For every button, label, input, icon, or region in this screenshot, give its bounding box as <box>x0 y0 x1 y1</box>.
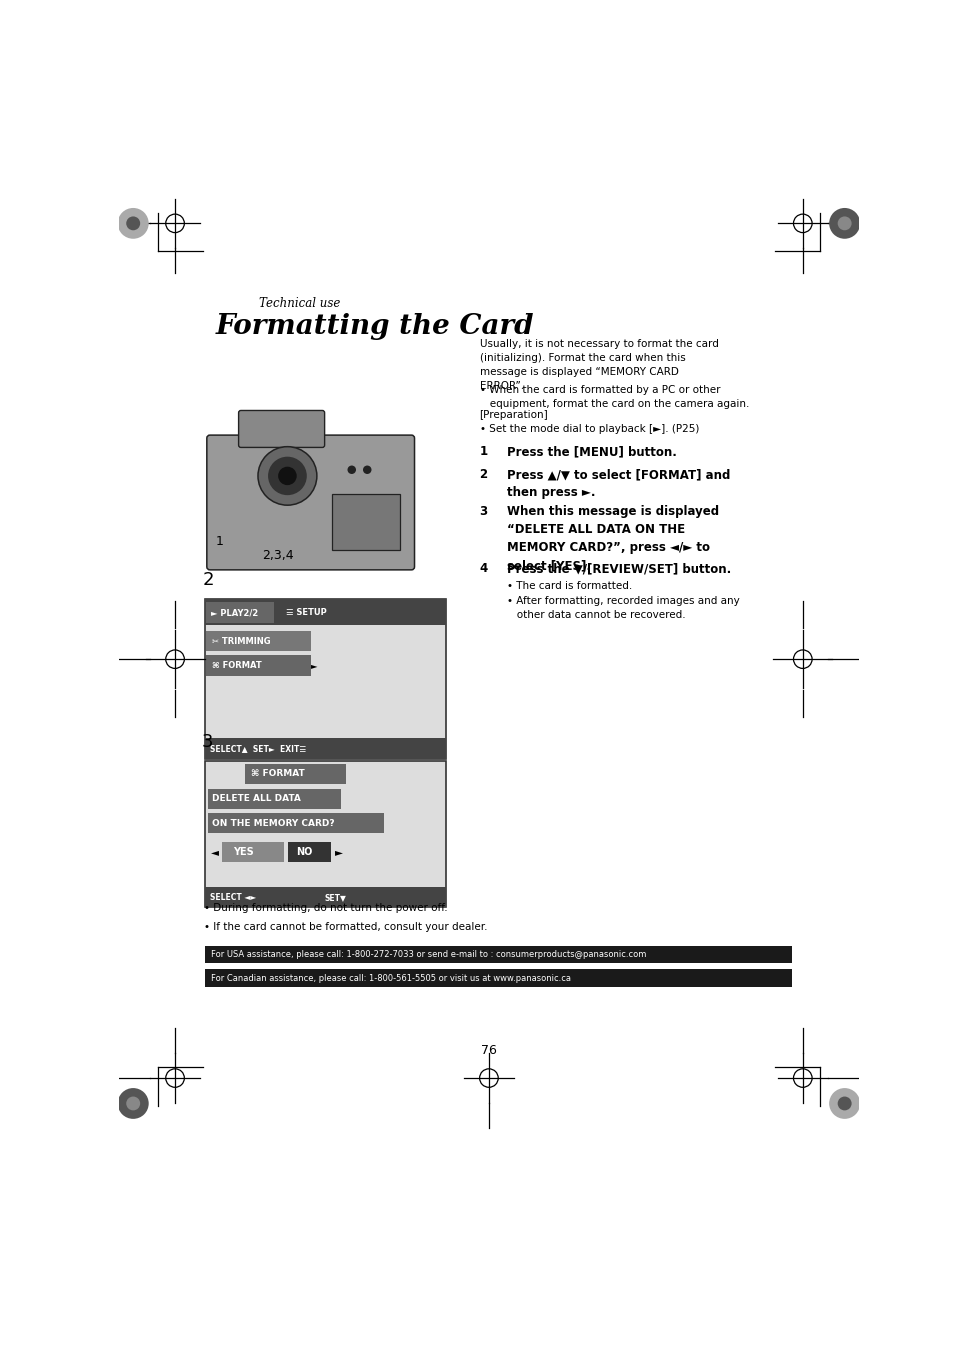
Circle shape <box>278 466 296 485</box>
Text: Press ▲/▼ to select [FORMAT] and
then press ►.: Press ▲/▼ to select [FORMAT] and then pr… <box>506 468 729 499</box>
Bar <box>204 760 446 907</box>
Circle shape <box>126 1096 140 1111</box>
Bar <box>204 945 791 964</box>
Text: • After formatting, recorded images and any
   other data cannot be recovered.: • After formatting, recorded images and … <box>506 596 739 620</box>
Circle shape <box>268 457 307 495</box>
Circle shape <box>828 208 860 239</box>
Text: NO: NO <box>295 848 312 857</box>
Text: Press the [MENU] button.: Press the [MENU] button. <box>506 445 676 458</box>
Bar <box>204 599 446 759</box>
Bar <box>288 842 331 863</box>
Text: 3: 3 <box>202 733 213 751</box>
Text: ►: ► <box>311 662 317 670</box>
Text: ☰ SETUP: ☰ SETUP <box>286 608 326 617</box>
Text: Technical use: Technical use <box>258 298 340 310</box>
Text: ►: ► <box>335 847 342 857</box>
Bar <box>204 887 446 907</box>
Bar <box>206 603 274 623</box>
Bar <box>208 789 340 809</box>
Circle shape <box>828 1088 860 1119</box>
Text: 1: 1 <box>479 445 487 458</box>
Text: Usually, it is not necessary to format the card
(initializing). Format the card : Usually, it is not necessary to format t… <box>479 338 718 391</box>
Text: 1: 1 <box>215 535 223 549</box>
Text: ⌘ FORMAT: ⌘ FORMAT <box>251 770 304 778</box>
Text: For Canadian assistance, please call: 1-800-561-5505 or visit us at www.panasoni: For Canadian assistance, please call: 1-… <box>211 973 570 983</box>
Bar <box>208 813 384 833</box>
Text: [Preparation]: [Preparation] <box>479 410 548 419</box>
Text: 4: 4 <box>479 562 487 576</box>
Text: 2: 2 <box>479 468 487 481</box>
Circle shape <box>837 217 851 231</box>
Bar <box>221 842 283 863</box>
Text: 3: 3 <box>479 506 487 518</box>
Circle shape <box>257 446 316 506</box>
Bar <box>332 495 399 550</box>
Circle shape <box>117 208 149 239</box>
Text: • If the card cannot be formatted, consult your dealer.: • If the card cannot be formatted, consu… <box>204 922 488 931</box>
Circle shape <box>126 217 140 231</box>
FancyBboxPatch shape <box>238 411 324 448</box>
Bar <box>204 969 791 987</box>
Bar <box>204 739 446 759</box>
Text: ✂ TRIMMING: ✂ TRIMMING <box>212 636 271 646</box>
Bar <box>245 764 345 785</box>
Text: ON THE MEMORY CARD?: ON THE MEMORY CARD? <box>212 818 335 828</box>
Text: SET▼: SET▼ <box>324 892 346 902</box>
Text: • During formatting, do not turn the power off.: • During formatting, do not turn the pow… <box>204 903 448 914</box>
Text: Press the ▼/[REVIEW/SET] button.: Press the ▼/[REVIEW/SET] button. <box>506 562 730 576</box>
Text: • Set the mode dial to playback [►]. (P25): • Set the mode dial to playback [►]. (P2… <box>479 423 699 434</box>
Bar <box>204 599 446 624</box>
Circle shape <box>362 465 371 474</box>
Text: 2,3,4: 2,3,4 <box>261 549 294 562</box>
Text: Formatting the Card: Formatting the Card <box>216 313 534 340</box>
Text: DELETE ALL DATA: DELETE ALL DATA <box>212 794 301 803</box>
Circle shape <box>837 1096 851 1111</box>
FancyBboxPatch shape <box>207 435 415 570</box>
Bar <box>206 631 311 651</box>
Text: 76: 76 <box>480 1043 497 1057</box>
Text: SELECT▲  SET►  EXIT☰: SELECT▲ SET► EXIT☰ <box>210 744 306 754</box>
Text: For USA assistance, please call: 1-800-272-7033 or send e-mail to : consumerprod: For USA assistance, please call: 1-800-2… <box>211 950 645 958</box>
Text: YES: YES <box>233 848 253 857</box>
Text: When this message is displayed
“DELETE ALL DATA ON THE
MEMORY CARD?”, press ◄/► : When this message is displayed “DELETE A… <box>506 506 719 572</box>
Text: 2: 2 <box>202 572 213 589</box>
Text: • The card is formatted.: • The card is formatted. <box>506 581 631 590</box>
Bar <box>206 655 311 677</box>
Text: ► PLAY2/2: ► PLAY2/2 <box>211 608 257 617</box>
Circle shape <box>117 1088 149 1119</box>
Circle shape <box>347 465 355 474</box>
Text: • When the card is formatted by a PC or other
   equipment, format the card on t: • When the card is formatted by a PC or … <box>479 386 748 408</box>
Text: SELECT ◄►: SELECT ◄► <box>210 892 255 902</box>
Text: ◄: ◄ <box>211 847 218 857</box>
Text: ⌘ FORMAT: ⌘ FORMAT <box>212 662 262 670</box>
